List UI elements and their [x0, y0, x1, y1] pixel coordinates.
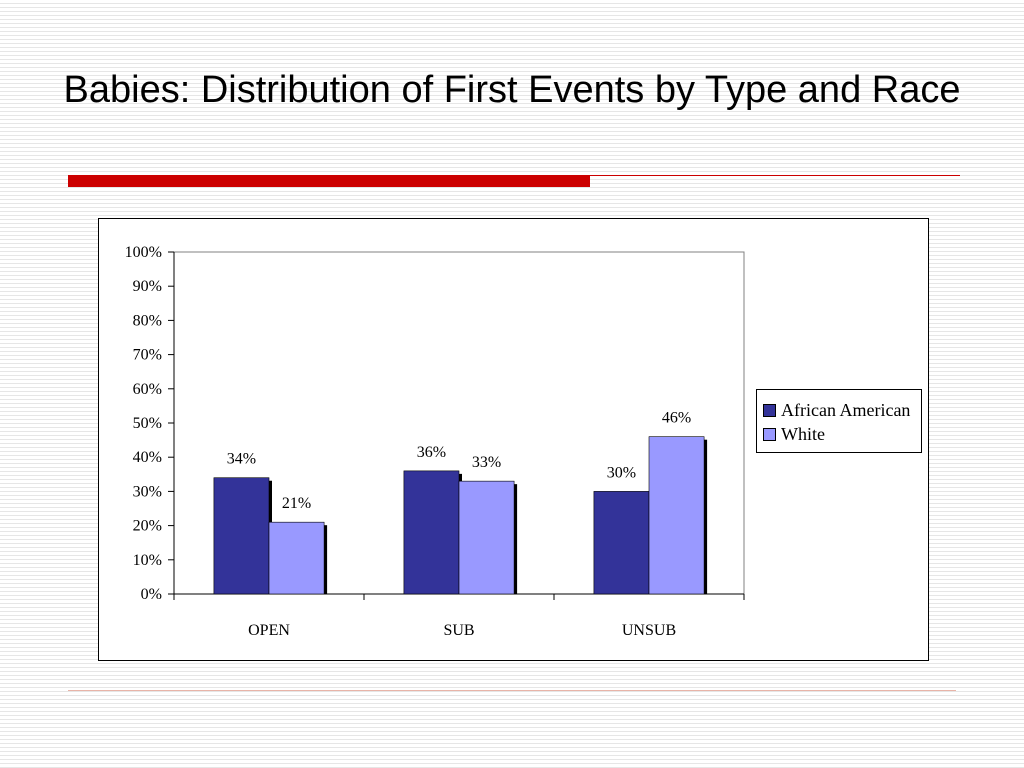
footer-rule	[68, 690, 956, 691]
legend-swatch-african-american	[763, 403, 776, 417]
data-label: 33%	[472, 454, 501, 471]
chart-legend: African American White	[756, 389, 922, 453]
y-tick-label: 100%	[125, 244, 162, 261]
bar-open-white	[268, 521, 325, 595]
y-tick-label: 10%	[133, 552, 162, 569]
y-tick-label: 30%	[133, 483, 162, 500]
bar-unsub-african-american	[593, 491, 650, 595]
legend-item-white: White	[763, 422, 921, 446]
y-tick-label: 60%	[133, 381, 162, 398]
y-tick-label: 50%	[133, 415, 162, 432]
data-label: 36%	[417, 444, 446, 461]
data-label: 34%	[227, 451, 256, 468]
x-tick-label: UNSUB	[622, 622, 676, 639]
legend-label-african-american: African American	[781, 399, 911, 420]
legend-label-white: White	[781, 423, 825, 444]
bar-sub-white	[458, 480, 515, 595]
y-tick-label: 90%	[133, 278, 162, 295]
bar-unsub-white	[648, 436, 705, 595]
chart-frame: 0% 10% 20% 30% 40% 50% 60% 70% 80% 90% 100% 34% 21% O…	[98, 218, 929, 661]
x-tick-label: SUB	[443, 622, 474, 639]
title-rule-thin	[590, 175, 960, 176]
title-rule-thick	[68, 175, 590, 187]
bar-sub-african-american	[403, 470, 460, 595]
data-label: 30%	[607, 464, 636, 481]
y-tick-label: 40%	[133, 449, 162, 466]
slide-title: Babies: Distribution of First Events by …	[63, 69, 961, 111]
y-tick-label: 70%	[133, 347, 162, 364]
y-tick-label: 80%	[133, 312, 162, 329]
data-label: 46%	[662, 410, 691, 427]
data-label: 21%	[282, 495, 311, 512]
y-tick-label: 0%	[141, 586, 162, 603]
legend-item-african-american: African American	[763, 398, 921, 422]
y-tick-label: 20%	[133, 518, 162, 535]
bar-chart: 0% 10% 20% 30% 40% 50% 60% 70% 80% 90% 100% 34% 21% O…	[125, 244, 745, 639]
x-tick-label: OPEN	[248, 622, 290, 639]
legend-swatch-white	[763, 427, 776, 441]
bar-open-african-american	[213, 477, 270, 595]
